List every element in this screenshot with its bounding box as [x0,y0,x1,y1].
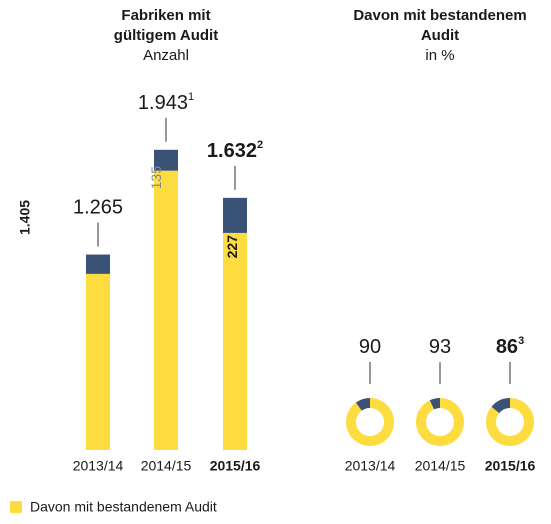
value: 86 [496,336,518,358]
total-label: 1.265 [73,197,123,219]
bar-segment [154,170,178,450]
total-value: 1.632 [207,140,257,162]
segment-label: 135 [148,166,164,190]
footnote-mark: 1 [188,91,194,103]
bar-segment [86,273,110,450]
value: 90 [359,336,381,358]
value-label: 863 [496,335,524,358]
value-label: 90 [359,336,381,358]
x-tick-label: 2014/15 [141,458,192,474]
total-label: 1.6322 [207,139,263,162]
chart-heading: Davon mit bestandenem Audit in % [350,6,530,66]
donut-slice [486,398,535,446]
donut-slice [416,398,465,446]
legend-label: Davon mit bestandenem Audit [30,499,217,515]
total-value: 1.943 [138,92,188,114]
bar-segment [86,254,110,274]
legend-swatch [10,501,22,513]
footnote-mark: 3 [518,335,524,347]
chart-heading: Fabriken mit gültigem Audit Anzahl [96,6,236,66]
donut-rest [355,398,370,411]
x-tick-label: 2015/16 [210,458,261,474]
bar-segment [154,149,178,171]
chart-title: Davon mit bestandenem Audit [353,7,527,44]
x-tick-label: 2013/14 [73,458,124,474]
segment-label: 227 [224,235,240,259]
total-value: 1.265 [73,197,123,219]
total-label: 1.9431 [138,91,194,114]
bar-segment [223,232,247,450]
donut-slice [346,398,395,447]
chart-subtitle: in % [425,47,455,64]
donut-rest [429,398,440,410]
x-tick-label: 2013/14 [345,458,396,474]
chart-subtitle: Anzahl [143,47,189,64]
value: 93 [429,336,451,358]
bar-segment [223,197,247,233]
donut-rest [491,398,510,414]
x-tick-label: 2015/16 [485,458,536,474]
footnote-mark: 2 [257,139,263,151]
x-tick-label: 2014/15 [415,458,466,474]
value-label: 93 [429,336,451,358]
segment-label: 1.405 [17,200,33,235]
chart-title: Fabriken mit gültigem Audit [113,7,219,44]
